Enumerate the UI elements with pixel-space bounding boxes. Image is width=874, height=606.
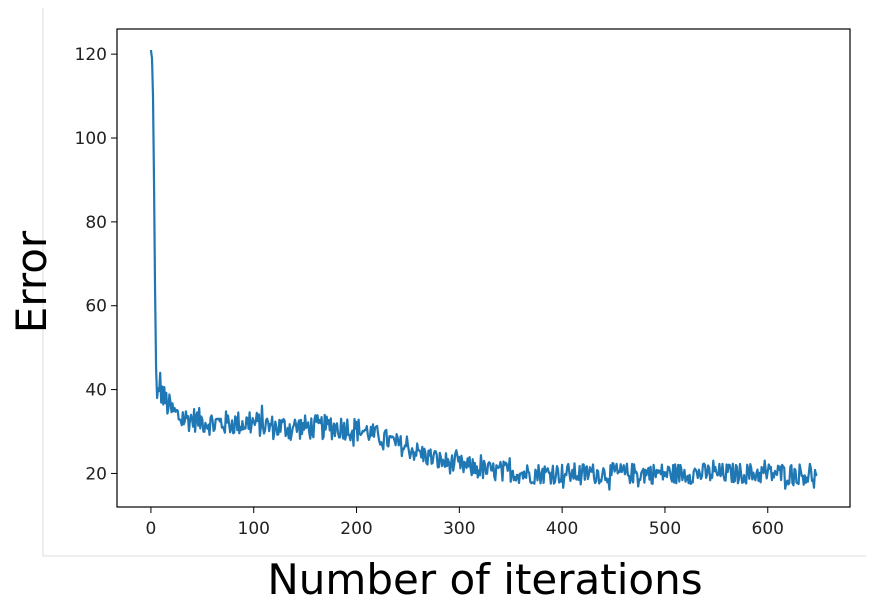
series-layer (149, 49, 818, 491)
x-tick-label: 0 (146, 519, 157, 539)
y-tick-label: 60 (85, 297, 107, 317)
series-line-0 (149, 49, 818, 491)
x-tick-label: 600 (752, 519, 784, 539)
x-tick-label: 400 (546, 519, 578, 539)
x-tick-label: 100 (238, 519, 270, 539)
x-axis: 0 100 200 300 400 500 600 (146, 507, 784, 539)
y-tick-label: 80 (85, 213, 107, 233)
y-tick-label: 120 (75, 45, 107, 65)
x-axis-label: Number of iterations (267, 555, 702, 604)
plot-area (116, 28, 851, 508)
x-tick-label: 200 (340, 519, 372, 539)
y-tick-label: 40 (85, 381, 107, 401)
x-tick-label: 500 (649, 519, 681, 539)
y-axis: 20 40 60 80 100 120 (75, 45, 117, 484)
y-axis-label: Error (7, 230, 56, 333)
y-tick-label: 20 (85, 464, 107, 484)
y-tick-label: 100 (75, 129, 107, 149)
x-tick-label: 300 (443, 519, 475, 539)
